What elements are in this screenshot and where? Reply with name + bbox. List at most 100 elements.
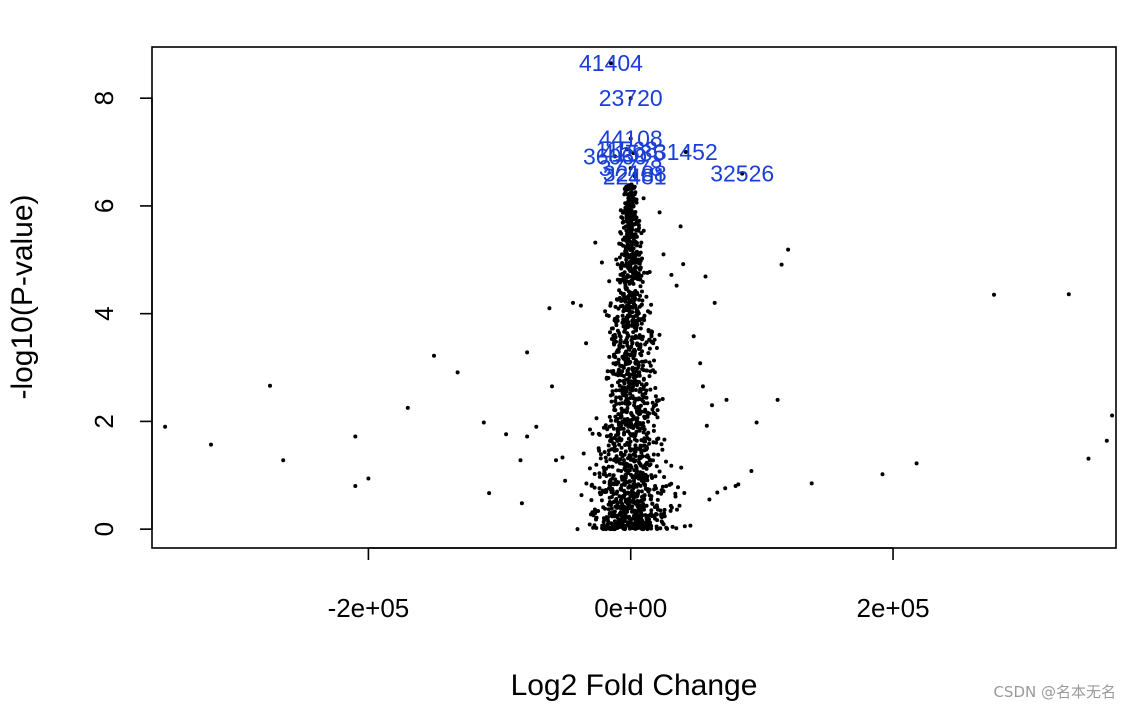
- data-point: [605, 427, 610, 432]
- data-point: [628, 388, 633, 392]
- data-point: [632, 174, 637, 179]
- data-point: [647, 360, 652, 365]
- data-point: [633, 443, 638, 448]
- data-point: [664, 526, 669, 531]
- data-point: [637, 410, 642, 414]
- data-point: [609, 447, 614, 452]
- data-point: [602, 490, 607, 494]
- data-point: [638, 293, 642, 298]
- data-point: [631, 151, 636, 156]
- data-point: [611, 426, 616, 431]
- data-point: [619, 414, 624, 419]
- data-point: [648, 497, 653, 502]
- data-point: [627, 192, 632, 197]
- data-point: [628, 360, 633, 364]
- data-point: [629, 211, 633, 216]
- data-point: [657, 332, 662, 337]
- data-point: [639, 498, 644, 503]
- data-point: [625, 242, 630, 246]
- data-point: [623, 463, 628, 468]
- data-point: [626, 400, 631, 405]
- data-point: [668, 503, 673, 508]
- data-point: [640, 527, 644, 531]
- data-point: [648, 458, 653, 463]
- data-point: [637, 266, 642, 271]
- data-point: [604, 459, 609, 464]
- data-point: [632, 376, 637, 381]
- data-point: [627, 485, 632, 490]
- data-point: [627, 347, 632, 352]
- data-point: [637, 380, 641, 384]
- data-point: [629, 506, 634, 510]
- data-point: [534, 424, 539, 429]
- data-point: [606, 443, 611, 448]
- data-point: [624, 389, 629, 394]
- data-point: [637, 514, 642, 518]
- data-point: [638, 259, 643, 263]
- data-point: [623, 443, 628, 447]
- data-point: [669, 463, 674, 468]
- data-point: [651, 428, 656, 433]
- data-point: [209, 442, 213, 447]
- data-point: [637, 454, 642, 459]
- data-point: [632, 222, 637, 227]
- data-point: [647, 270, 652, 274]
- data-point: [618, 524, 622, 529]
- data-point: [620, 475, 624, 480]
- data-point: [643, 472, 648, 477]
- data-point: [611, 473, 616, 478]
- data-point: [353, 434, 358, 439]
- data-point: [596, 431, 601, 436]
- data-point: [609, 418, 613, 423]
- data-point: [623, 393, 628, 398]
- data-point: [623, 359, 628, 364]
- data-point: [623, 513, 628, 518]
- data-point: [614, 448, 619, 453]
- data-point: [563, 478, 568, 483]
- data-point: [644, 466, 649, 471]
- data-point: [625, 209, 630, 214]
- data-point: [749, 469, 754, 473]
- data-point: [597, 486, 602, 491]
- data-point: [639, 359, 644, 364]
- data-point: [649, 508, 654, 513]
- data-point: [645, 453, 650, 458]
- data-point: [620, 220, 625, 225]
- data-point: [633, 252, 638, 257]
- data-point: [618, 506, 623, 511]
- data-point: [598, 452, 603, 457]
- data-point: [648, 369, 653, 374]
- data-point: [621, 356, 626, 361]
- data-point: [481, 420, 486, 425]
- data-point: [641, 363, 645, 368]
- data-point: [646, 430, 651, 435]
- data-point: [609, 399, 614, 404]
- data-point: [614, 323, 619, 328]
- data-point: [673, 491, 678, 496]
- data-point: [654, 503, 659, 508]
- data-point: [635, 383, 639, 388]
- data-point: [630, 318, 635, 323]
- data-point: [626, 502, 631, 507]
- data-point: [525, 350, 530, 355]
- data-point: [715, 490, 720, 495]
- data-point: [268, 383, 272, 388]
- data-point: [631, 204, 636, 209]
- point-label: 31452: [654, 139, 718, 165]
- data-point: [612, 523, 617, 528]
- data-point: [614, 437, 619, 442]
- data-point: [628, 439, 633, 444]
- data-point: [578, 303, 583, 308]
- data-point: [631, 482, 636, 487]
- data-point: [619, 437, 624, 442]
- data-point: [636, 475, 641, 480]
- data-point: [594, 462, 599, 467]
- data-point: [599, 498, 604, 503]
- data-point: [625, 372, 629, 376]
- data-point: [614, 395, 619, 400]
- data-point: [618, 230, 623, 235]
- data-point: [163, 424, 168, 429]
- data-point: [621, 494, 626, 498]
- data-point: [676, 485, 680, 490]
- data-point: [614, 433, 618, 438]
